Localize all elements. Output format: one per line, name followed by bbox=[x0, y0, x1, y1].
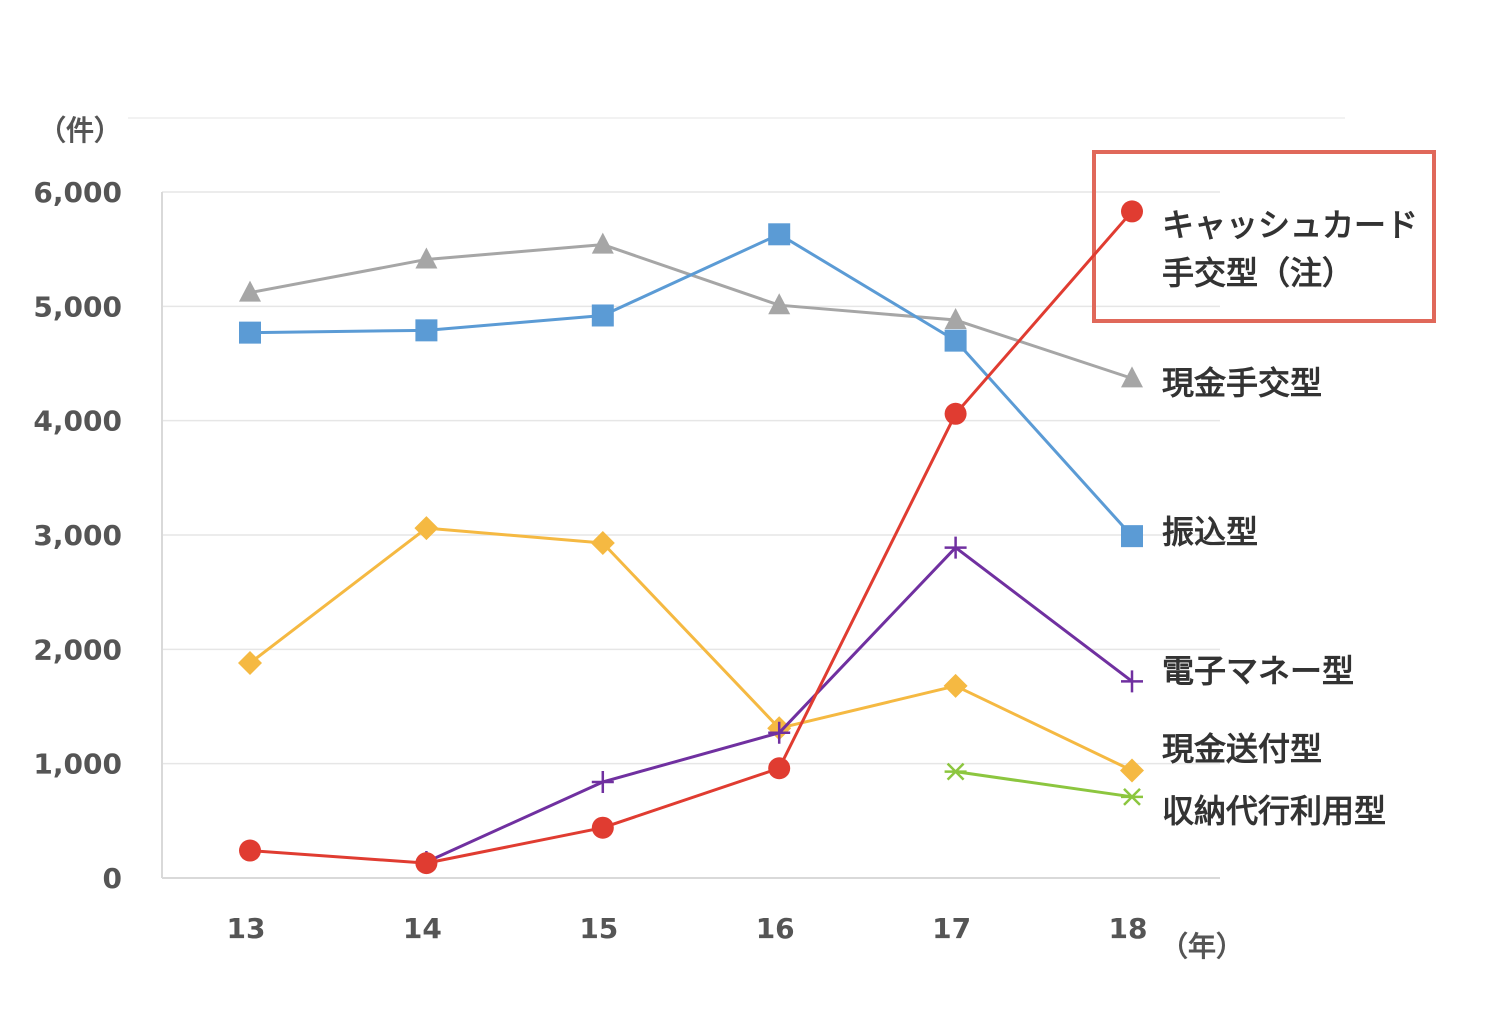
y-tick-label: 0 bbox=[103, 862, 122, 895]
series-layer bbox=[238, 200, 1144, 875]
data-point bbox=[1121, 366, 1143, 388]
data-point bbox=[768, 293, 791, 315]
series-label-genkin_soufu: 現金送付型 bbox=[1162, 730, 1322, 768]
y-tick-label: 1,000 bbox=[33, 748, 122, 781]
series-label-denshi_money: 電子マネー型 bbox=[1162, 652, 1354, 690]
series-shuno_daikou bbox=[944, 762, 1143, 806]
data-point bbox=[414, 516, 439, 541]
data-point bbox=[1120, 758, 1144, 783]
y-axis-tick-labels: 0 1,000 2,000 3,000 4,000 5,000 6,000 bbox=[33, 176, 122, 895]
y-tick-label: 4,000 bbox=[33, 405, 122, 438]
x-tick-label: 18 bbox=[1109, 912, 1148, 945]
data-point bbox=[944, 329, 967, 352]
data-point bbox=[415, 247, 438, 269]
data-point bbox=[1121, 525, 1143, 548]
series-label-cash_card: キャッシュカード bbox=[1162, 206, 1418, 244]
data-point bbox=[415, 852, 438, 875]
data-point bbox=[768, 757, 791, 780]
data-point bbox=[239, 321, 261, 344]
y-tick-label: 2,000 bbox=[33, 633, 122, 666]
y-axis-unit-label: （件） bbox=[38, 114, 122, 147]
data-point bbox=[944, 308, 967, 330]
data-point bbox=[943, 673, 968, 698]
y-tick-label: 3,000 bbox=[33, 519, 122, 552]
series-line bbox=[249, 243, 1133, 380]
data-point bbox=[591, 816, 614, 839]
x-tick-label: 16 bbox=[756, 912, 795, 945]
highlight-box bbox=[1092, 150, 1436, 323]
data-point bbox=[944, 762, 967, 781]
series-genkin_tekou bbox=[239, 232, 1143, 388]
data-point bbox=[1121, 670, 1143, 693]
data-point bbox=[944, 536, 967, 559]
data-point bbox=[239, 839, 261, 862]
x-axis-unit-label: （年） bbox=[1160, 930, 1244, 963]
x-tick-label: 13 bbox=[227, 912, 266, 945]
gridlines bbox=[161, 191, 1220, 879]
series-label-cash_card: 手交型（注） bbox=[1162, 254, 1354, 292]
series-denshi_money bbox=[415, 536, 1143, 873]
series-label-furikomi: 振込型 bbox=[1162, 513, 1258, 551]
data-point bbox=[1121, 787, 1143, 806]
series-furikomi bbox=[239, 223, 1143, 548]
x-tick-label: 14 bbox=[403, 912, 442, 945]
series-line bbox=[249, 232, 1134, 538]
data-point bbox=[239, 280, 261, 302]
y-tick-label: 6,000 bbox=[33, 176, 122, 209]
series-label-shuno_daikou: 収納代行利用型 bbox=[1162, 792, 1386, 830]
series-line bbox=[425, 546, 1133, 864]
data-point bbox=[591, 304, 614, 327]
data-point bbox=[768, 223, 791, 246]
x-axis-tick-labels: 13 14 15 16 17 18 bbox=[227, 912, 1148, 945]
data-point bbox=[768, 721, 791, 744]
data-point bbox=[591, 232, 614, 254]
data-point bbox=[591, 770, 614, 793]
series-line bbox=[955, 770, 1133, 799]
y-tick-label: 5,000 bbox=[33, 290, 122, 323]
data-point bbox=[238, 651, 262, 676]
data-point bbox=[1121, 200, 1143, 223]
series-cash_card bbox=[239, 200, 1143, 875]
data-point bbox=[944, 402, 967, 425]
data-point bbox=[415, 319, 438, 342]
data-point bbox=[590, 531, 615, 556]
x-tick-label: 17 bbox=[932, 912, 971, 945]
x-tick-label: 15 bbox=[579, 912, 618, 945]
series-label-genkin_tekou: 現金手交型 bbox=[1162, 364, 1322, 402]
series-line bbox=[249, 526, 1133, 772]
series-line bbox=[249, 210, 1134, 865]
series-genkin_soufu bbox=[238, 516, 1144, 783]
